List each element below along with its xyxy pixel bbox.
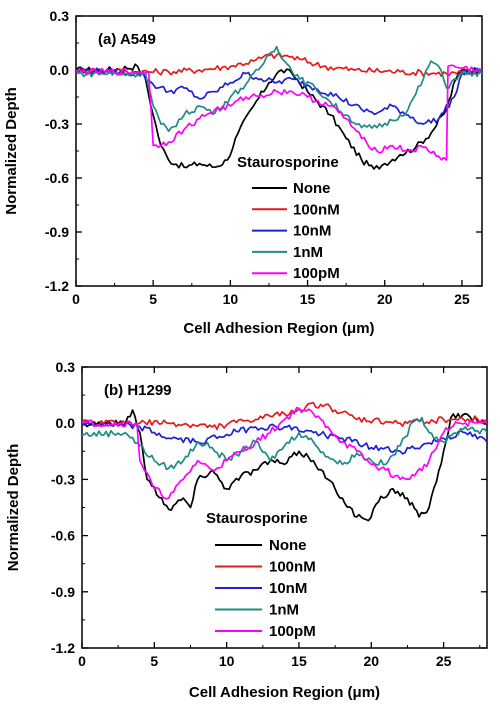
legend-label-100pm: 100pM xyxy=(293,265,340,282)
series-line-10nm xyxy=(76,67,482,125)
y-tick-label: -0.3 xyxy=(45,116,69,132)
y-tick-label: -0.9 xyxy=(45,224,69,240)
x-tick-label: 5 xyxy=(149,291,157,307)
legend-label-none: None xyxy=(293,180,331,197)
x-tick-label: 10 xyxy=(223,291,239,307)
x-tick-label: 10 xyxy=(219,653,235,669)
series-line-10nm xyxy=(82,420,487,455)
x-tick-label: 25 xyxy=(436,653,452,669)
series-line-100pm xyxy=(76,64,482,161)
series-group xyxy=(76,45,482,170)
legend-label-10nm: 10nM xyxy=(269,580,307,597)
y-tick-label: -0.6 xyxy=(45,170,69,186)
legend-label-none: None xyxy=(269,537,307,554)
y-tick-label: 0.0 xyxy=(56,415,76,431)
y-tick-label: 0.0 xyxy=(50,62,70,78)
x-tick-label: 20 xyxy=(377,291,393,307)
y-tick-label: 0.3 xyxy=(56,359,76,375)
series-group xyxy=(82,401,487,522)
chart-panel-2: 0 5 10 15 20 25 0.3 0.0 -0.3 -0.6 -0.9 -1.2 Cell Adh… xyxy=(5,359,488,701)
series-line-100nm xyxy=(82,401,487,431)
y-tick-label: -0.3 xyxy=(51,471,75,487)
legend-label-100nm: 100nM xyxy=(293,201,340,218)
legend-label-100pm: 100pM xyxy=(269,623,316,640)
y-tick-label: -0.9 xyxy=(51,584,75,600)
x-axis-label: Cell Adhesion Region (μm) xyxy=(189,684,380,701)
x-tick-label: 25 xyxy=(454,291,470,307)
x-tick-label: 0 xyxy=(78,653,86,669)
legend-title: Staurosporine xyxy=(206,510,308,527)
y-tick-label: -1.2 xyxy=(51,640,75,656)
legend-title: Staurosporine xyxy=(237,154,339,171)
legend-label-100nm: 100nM xyxy=(269,559,316,576)
chart-panel-1: 0 5 10 15 20 25 0.3 0.0 -0.3 -0.6 -0.9 -1.2 Cell Adh… xyxy=(3,8,483,337)
x-tick-label: 15 xyxy=(300,291,316,307)
plot-frame xyxy=(75,15,483,287)
panel-label: (a) A549 xyxy=(98,31,156,48)
series-line-1nm xyxy=(82,416,487,471)
series-line-1nm xyxy=(76,45,482,133)
x-tick-label: 5 xyxy=(150,653,158,669)
legend-label-10nm: 10nM xyxy=(293,223,331,240)
y-tick-label: -1.2 xyxy=(45,278,69,294)
series-line-none xyxy=(82,409,487,522)
legend-label-1nm: 1nM xyxy=(293,244,323,261)
legend: Staurosporine None 100nM 10nM 1nM 100pM xyxy=(206,510,316,640)
legend: Staurosporine None 100nM 10nM 1nM 100pM xyxy=(237,154,340,282)
x-tick-label: 0 xyxy=(72,291,80,307)
y-tick-label: -0.6 xyxy=(51,528,75,544)
y-axis-label: Normalized Depth xyxy=(3,87,20,215)
x-tick-label: 15 xyxy=(291,653,307,669)
y-axis-label: Normalized Depth xyxy=(5,444,22,572)
x-tick-label: 20 xyxy=(363,653,379,669)
legend-label-1nm: 1nM xyxy=(269,602,299,619)
x-axis-label: Cell Adhesion Region (μm) xyxy=(183,320,374,337)
panel-label: (b) H1299 xyxy=(104,382,172,399)
series-line-100pm xyxy=(82,406,487,500)
y-tick-label: 0.3 xyxy=(50,8,70,24)
